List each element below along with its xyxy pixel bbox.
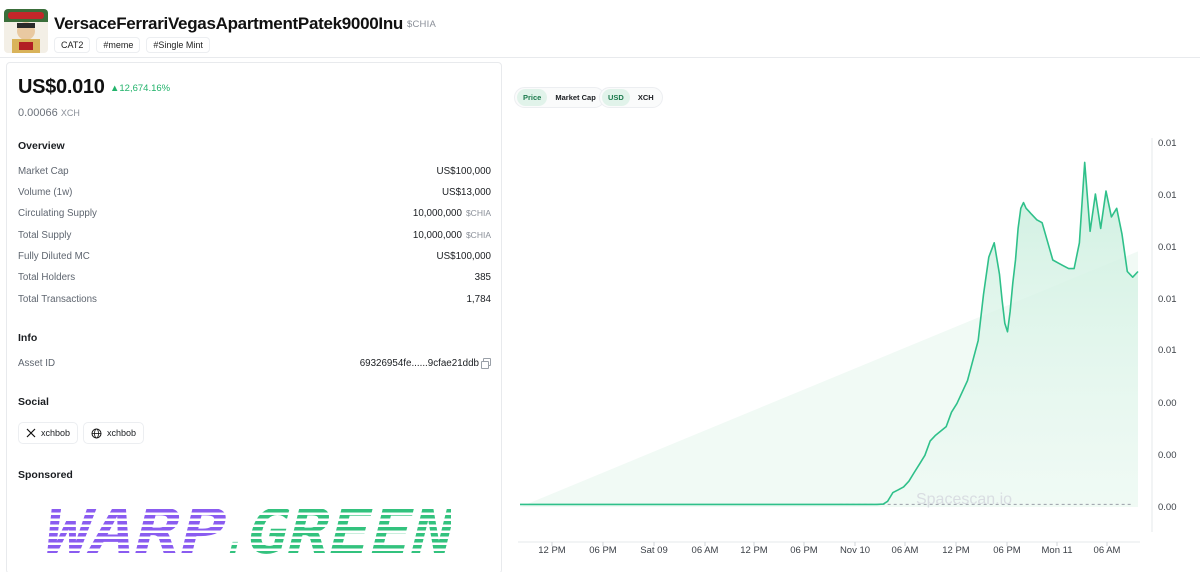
toggle-price[interactable]: Price (517, 89, 548, 106)
overview-value: 10,000,000 $CHIA (413, 230, 491, 241)
sponsored-banner[interactable]: WARP . GREEN (31, 496, 463, 568)
price-usd: US$0.010 (18, 76, 105, 98)
price-xch-unit: XCH (60, 108, 80, 118)
overview-row-circulating-supply: Circulating Supply 10,000,000 $CHIA (18, 208, 491, 222)
token-header: VersaceFerrariVegasApartmentPatek9000Inu… (0, 0, 1200, 58)
overview-row-total-supply: Total Supply 10,000,000 $CHIA (18, 230, 491, 244)
token-details-panel: US$0.010 ▲12,674.16% 0.00066 XCH Overvie… (6, 62, 502, 572)
x-tick-label: 12 PM (538, 545, 566, 556)
overview-value: 385 (475, 272, 491, 283)
price-xch-value: 0.00066 (18, 107, 58, 119)
y-tick-label: 0.01 (1158, 294, 1177, 305)
overview-value-text: 385 (474, 272, 491, 283)
x-tick-label: 06 AM (692, 545, 719, 556)
metric-toggle[interactable]: Price Market Cap (514, 87, 605, 108)
chart-panel: Spacescan.io 0.01 0.01 0.01 0.01 0.01 0.00 0.00… (502, 62, 1200, 572)
svg-text:GREEN: GREEN (239, 503, 451, 559)
asset-id-value: 69326954fe......9cfae21ddb (360, 358, 491, 369)
overview-value-text: US$100,000 (436, 251, 491, 262)
price-xch: 0.00066 XCH (18, 107, 80, 119)
overview-value: US$100,000 (437, 166, 491, 177)
token-title: VersaceFerrariVegasApartmentPatek9000Inu… (54, 14, 436, 34)
overview-row-market-cap: Market Cap US$100,000 (18, 166, 491, 180)
toggle-xch[interactable]: XCH (637, 93, 654, 102)
x-tick-label: 12 PM (942, 545, 970, 556)
y-tick-label: 0.00 (1158, 450, 1177, 461)
token-ticker: $CHIA (407, 19, 436, 30)
x-tick-label: Mon 11 (1042, 545, 1073, 556)
globe-icon (91, 428, 102, 438)
tag-meme[interactable]: #meme (96, 37, 141, 53)
x-tick-label: 06 AM (1094, 545, 1121, 556)
info-title: Info (18, 332, 38, 344)
overview-value: 10,000,000 $CHIA (413, 208, 491, 219)
overview-label: Fully Diluted MC (18, 251, 90, 262)
overview-row-volume: Volume (1w) US$13,000 (18, 187, 491, 201)
overview-value-unit: $CHIA (465, 230, 491, 240)
price-chart[interactable]: Spacescan.io 0.01 0.01 0.01 0.01 0.01 0.00 0.00… (502, 62, 1200, 572)
overview-value-text: 1,784 (466, 294, 491, 305)
overview-label: Volume (1w) (18, 187, 73, 198)
overview-label: Circulating Supply (18, 208, 97, 219)
overview-value: US$100,000 (437, 251, 491, 262)
y-tick-label: 0.01 (1158, 190, 1177, 201)
x-tick-label: 06 AM (892, 545, 919, 556)
x-tick-label: 06 PM (993, 545, 1021, 556)
toggle-usd[interactable]: USD (602, 89, 630, 106)
copy-icon[interactable] (481, 358, 491, 369)
asset-id-text[interactable]: 69326954fe......9cfae21ddb (359, 358, 479, 369)
price-line (520, 161, 1139, 506)
overview-row-total-transactions: Total Transactions 1,784 (18, 294, 491, 308)
overview-value-text: 10,000,000 (412, 230, 462, 241)
overview-value-unit: $CHIA (465, 208, 491, 218)
y-tick-label: 0.01 (1158, 242, 1177, 253)
x-tick-label: 06 PM (589, 545, 617, 556)
warp-green-logo: WARP . GREEN (37, 496, 463, 568)
overview-value-text: US$100,000 (436, 166, 491, 177)
overview-label: Total Supply (18, 230, 72, 241)
y-tick-label: 0.01 (1158, 345, 1177, 356)
social-link-label: xchbob (107, 428, 137, 438)
tag-cat2[interactable]: CAT2 (54, 37, 91, 53)
price-area-fill (520, 162, 1138, 507)
overview-title: Overview (18, 140, 65, 152)
toggle-market-cap[interactable]: Market Cap (555, 93, 596, 102)
overview-row-total-holders: Total Holders 385 (18, 272, 491, 286)
x-tick-label: 06 PM (790, 545, 818, 556)
token-title-text: VersaceFerrariVegasApartmentPatek9000Inu (54, 14, 403, 33)
currency-toggle[interactable]: USD XCH (599, 87, 663, 108)
overview-label: Total Holders (18, 272, 76, 283)
social-link-label: xchbob (41, 428, 71, 438)
overview-row-fully-diluted-mc: Fully Diluted MC US$100,000 (18, 251, 491, 265)
overview-value-text: 10,000,000 (412, 208, 462, 219)
y-tick-label: 0.00 (1158, 502, 1177, 513)
x-tick-label: Sat 09 (640, 545, 667, 556)
price-change: ▲12,674.16% (110, 83, 171, 94)
overview-value: US$13,000 (442, 187, 491, 198)
overview-value: 1,784 (466, 294, 491, 305)
social-link-x[interactable]: xchbob (18, 422, 79, 444)
y-tick-label: 0.00 (1158, 398, 1177, 409)
y-tick-label: 0.01 (1158, 138, 1177, 149)
info-row-asset-id: Asset ID 69326954fe......9cfae21ddb (18, 358, 491, 372)
x-tick-label: Nov 10 (840, 545, 870, 556)
x-tick-label: 12 PM (740, 545, 768, 556)
token-avatar-icon (4, 9, 48, 53)
overview-label: Market Cap (18, 166, 69, 177)
tag-single-mint[interactable]: #Single Mint (146, 37, 210, 53)
sponsored-title: Sponsored (18, 469, 73, 481)
social-title: Social (18, 396, 49, 408)
overview-label: Total Transactions (18, 294, 97, 305)
social-link-website[interactable]: xchbob (83, 422, 145, 444)
overview-value-text: US$13,000 (441, 187, 491, 198)
token-tags: CAT2 #meme #Single Mint (54, 37, 210, 53)
svg-text:WARP: WARP (37, 503, 235, 559)
asset-id-label: Asset ID (18, 358, 56, 369)
chart-watermark: Spacescan.io (916, 491, 1012, 508)
x-logo-icon (26, 428, 36, 438)
